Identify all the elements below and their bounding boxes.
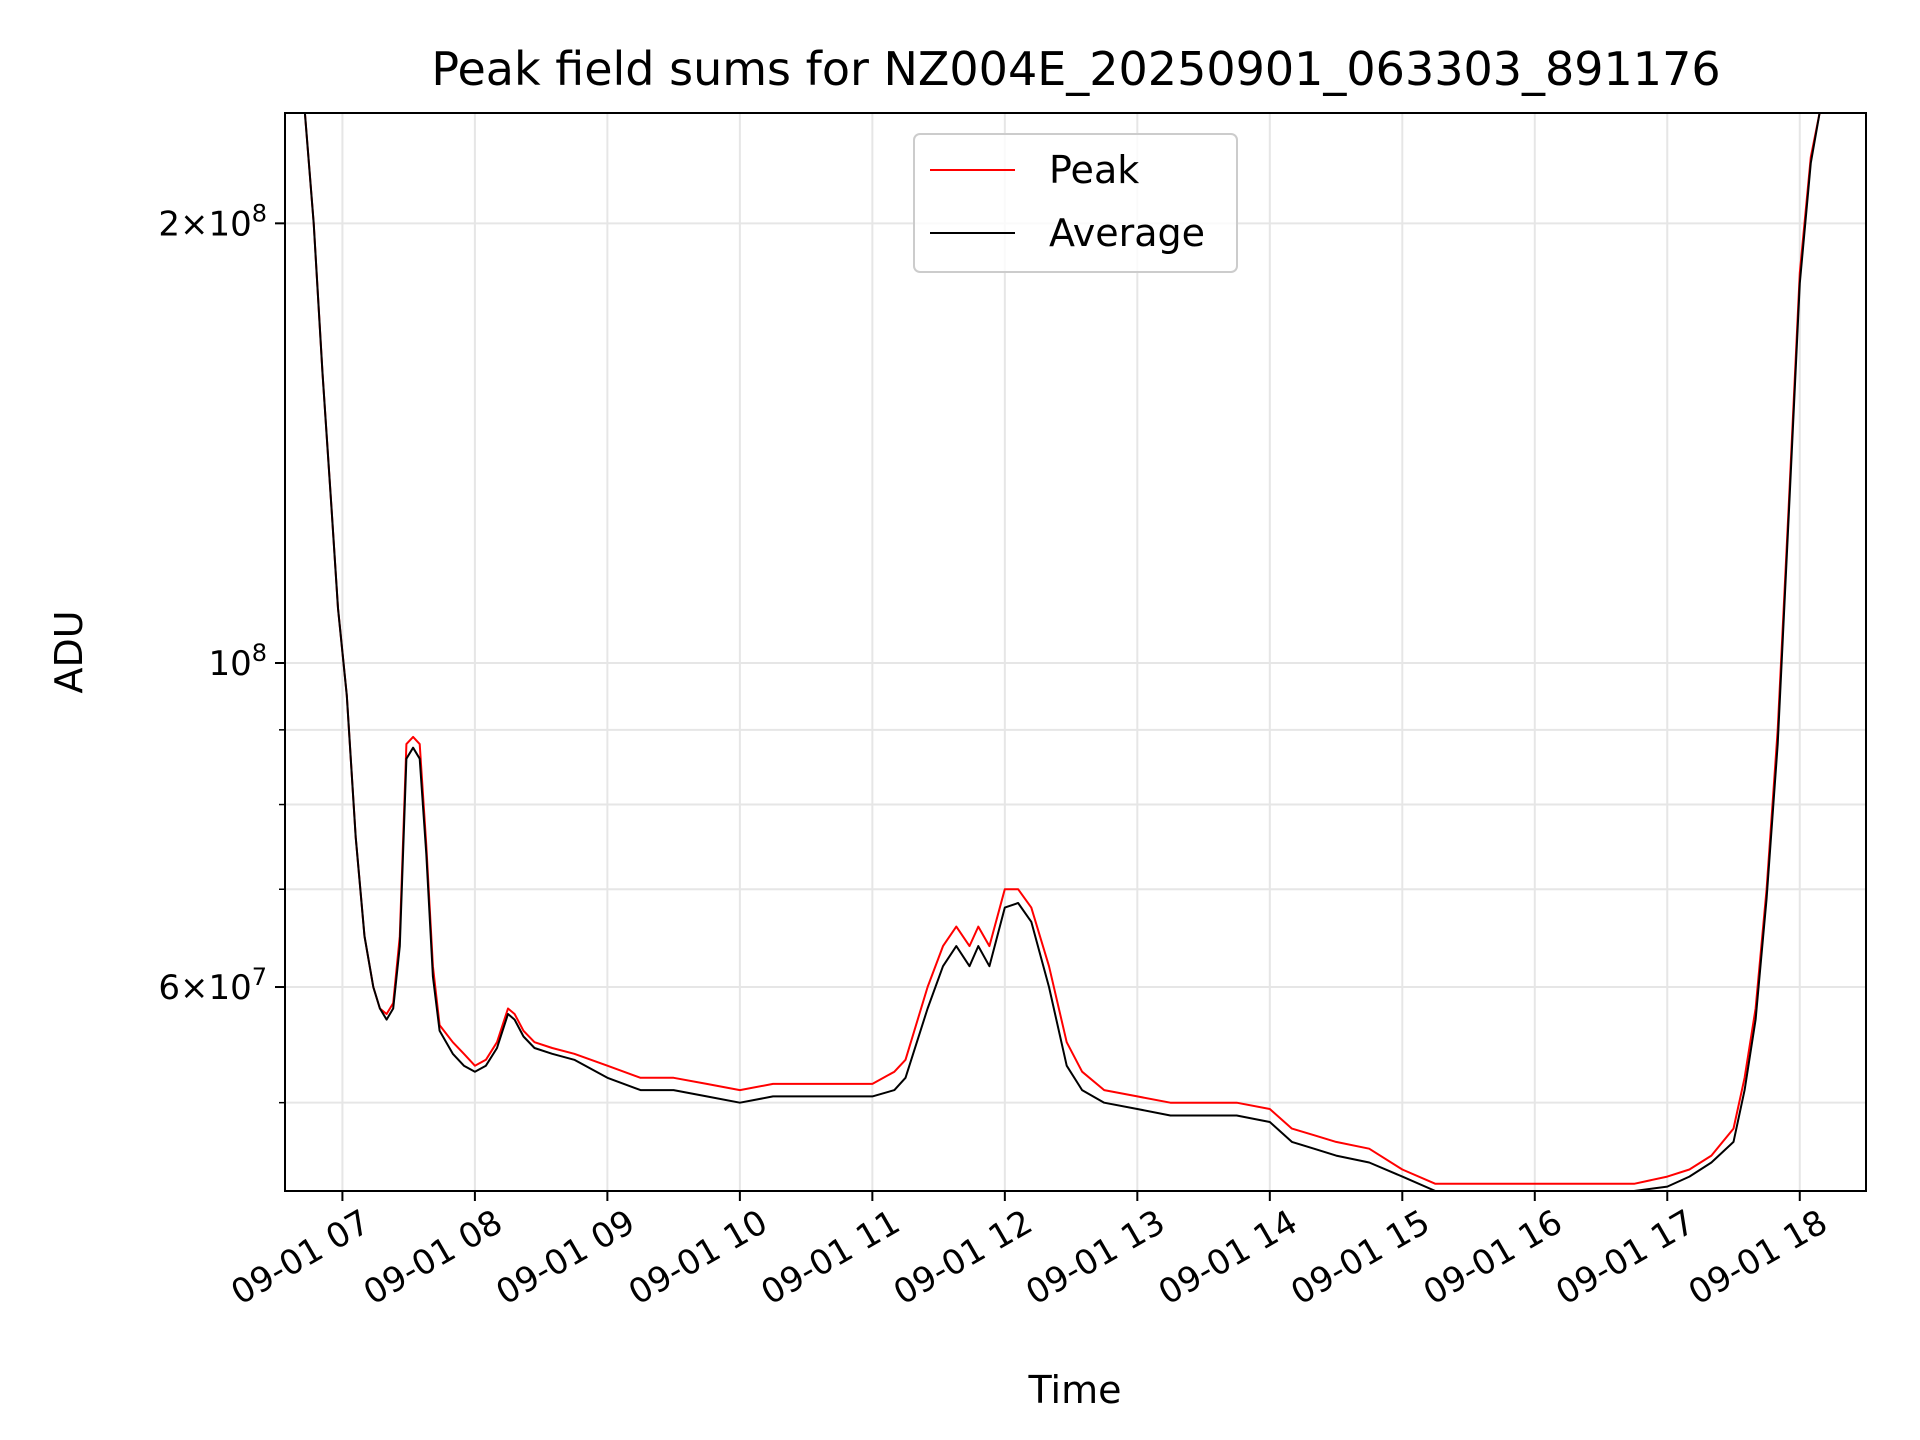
legend-box <box>913 133 1238 273</box>
legend-label-peak: Peak <box>1049 148 1139 192</box>
x-axis-label: Time <box>1028 1368 1122 1412</box>
y-tick-label: 2×108 <box>158 199 267 244</box>
axes-frame <box>284 112 1867 1192</box>
y-tick-label: 6×107 <box>158 963 267 1008</box>
series-line-average <box>303 113 1821 1191</box>
chart-title: Peak field sums for NZ004E_20250901_0633… <box>431 42 1720 96</box>
legend: Peak Average <box>913 133 1238 273</box>
series-lines <box>303 113 1821 1191</box>
series-line-peak <box>303 113 1821 1185</box>
y-axis-label: ADU <box>47 610 91 693</box>
grid-lines <box>285 113 1866 1191</box>
legend-label-average: Average <box>1049 211 1205 255</box>
